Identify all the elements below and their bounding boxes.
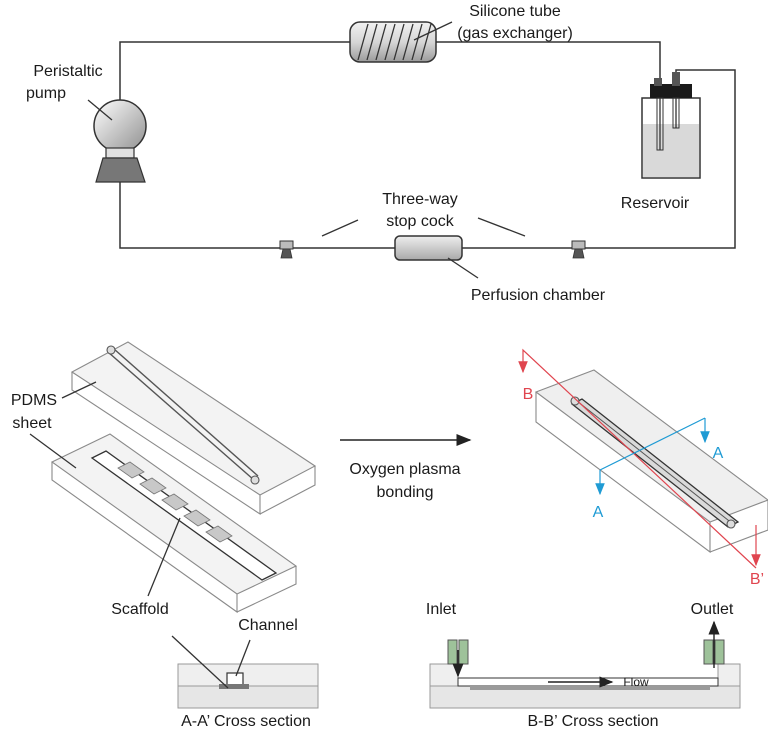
gas-exchanger-label: (gas exchanger) <box>457 25 573 42</box>
section-bb-title: B-B’ Cross section <box>528 713 659 730</box>
cut-b-label: B <box>523 386 534 403</box>
pdms-leader-top <box>61 381 97 399</box>
reservoir <box>641 72 701 179</box>
cut-line-a <box>599 417 706 471</box>
channel-leader <box>235 639 251 677</box>
peristaltic-pump <box>93 99 147 183</box>
section-aa-title: A-A’ Cross section <box>181 713 311 730</box>
stop-cock-leader-left <box>321 219 359 237</box>
flow-label: Flow <box>623 675 649 689</box>
pdms-label: PDMS <box>11 392 57 409</box>
cut-a-top-label: A <box>713 445 724 462</box>
cut-a-bottom-label: A <box>593 504 604 521</box>
peristaltic-label: Peristaltic <box>33 63 102 80</box>
perfusion-chamber-label: Perfusion chamber <box>471 287 606 304</box>
stop-cock-leader-right <box>477 217 526 237</box>
perfusion-circuit: Silicone tube (gas exchanger) Peristalti… <box>26 3 736 304</box>
pump-label: pump <box>26 85 66 102</box>
silicone-tube-label: Silicone tube <box>469 3 561 20</box>
chip-assembly: PDMS sheet Scaffold Oxygen plasma bondin… <box>11 341 768 730</box>
bonded-chip <box>534 369 768 554</box>
pump-leader <box>87 99 113 121</box>
outlet-label: Outlet <box>691 601 734 618</box>
perfusion-chamber-leader <box>447 257 479 279</box>
silicone-tube-leader <box>413 21 453 41</box>
inlet-label: Inlet <box>426 601 457 618</box>
pdms-leader-bottom <box>29 433 77 469</box>
scaffold <box>117 461 233 543</box>
reservoir-label: Reservoir <box>621 195 690 212</box>
cross-section-bb <box>429 639 741 709</box>
stop-cock-right <box>571 240 586 259</box>
channel-label: Channel <box>238 617 298 634</box>
scaffold-leader <box>147 517 181 597</box>
pdms-bottom-sheet <box>50 433 298 614</box>
cut-b-prime-label: B’ <box>750 571 764 588</box>
scaffold-aa-leader <box>171 635 229 689</box>
circuit-tubing <box>119 41 736 249</box>
oxygen-plasma-label: Oxygen plasma <box>349 461 460 478</box>
perfusion-chamber <box>394 235 463 261</box>
silicone-tube-gas-exchanger <box>349 21 437 63</box>
stop-cock-left <box>279 240 294 259</box>
cut-line-b <box>522 348 757 569</box>
bonding-label: bonding <box>377 484 434 501</box>
stop-cock-label: stop cock <box>386 213 455 230</box>
pdms-top-sheet <box>70 341 317 516</box>
three-way-label: Three-way <box>382 191 458 208</box>
scaffold-label: Scaffold <box>111 601 169 618</box>
sheet-label: sheet <box>12 415 52 432</box>
cross-section-aa <box>177 663 319 709</box>
